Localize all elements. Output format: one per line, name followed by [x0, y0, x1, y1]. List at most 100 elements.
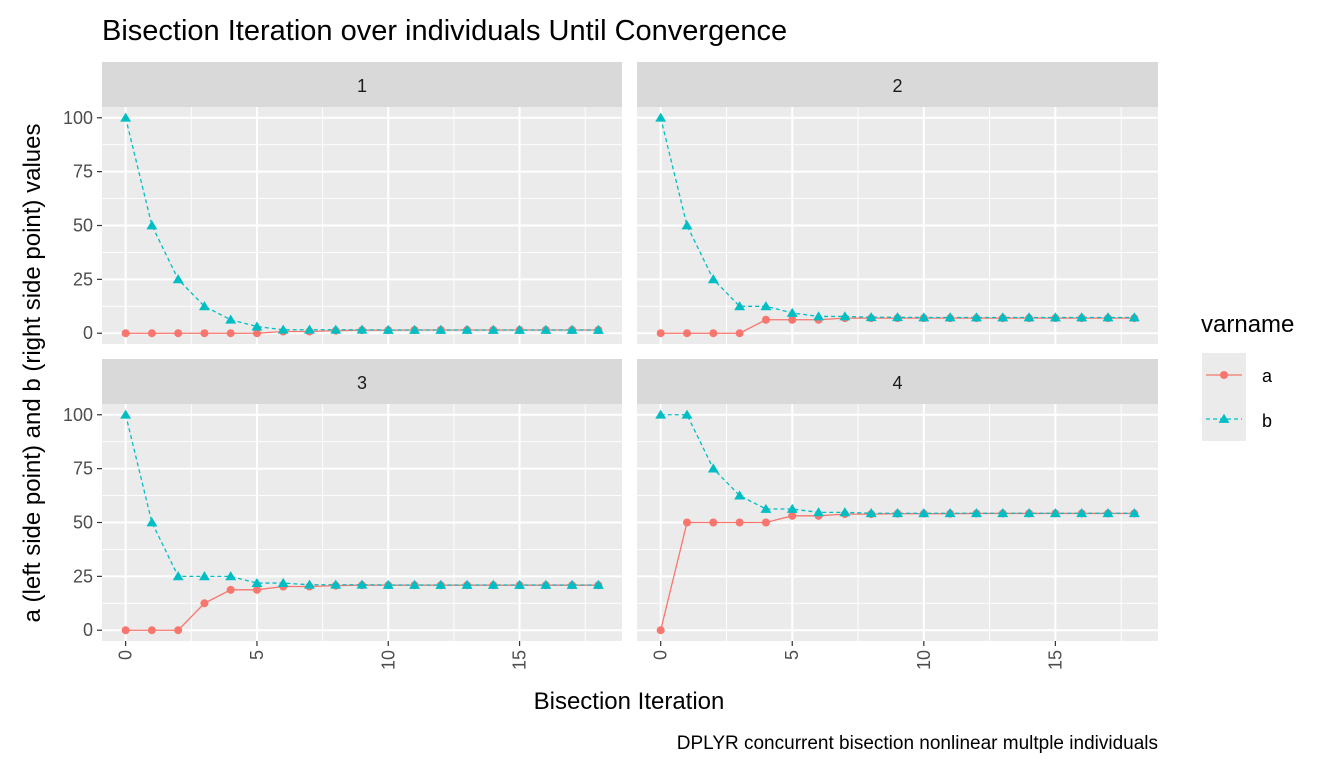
x-tick-label: 5 [782, 650, 802, 660]
data-point-b [1102, 508, 1114, 518]
data-point-b [277, 577, 289, 587]
data-point-b [435, 324, 447, 334]
data-point-b [120, 112, 132, 122]
data-point-b [172, 274, 184, 284]
data-point-b [918, 508, 930, 518]
data-point-b [892, 508, 903, 518]
data-point-b [461, 324, 473, 334]
data-point-a [147, 329, 156, 338]
x-tick-label: 10 [378, 650, 398, 670]
data-point-b [1102, 312, 1114, 322]
legend-marker-a [1220, 371, 1228, 379]
data-point-b [1023, 312, 1035, 322]
data-point-b [1049, 508, 1061, 518]
data-point-b [681, 409, 693, 419]
data-point-a [200, 599, 209, 608]
data-point-a [709, 518, 718, 527]
legend: varname a b [1201, 311, 1294, 441]
data-point-b [225, 314, 237, 324]
data-point-a [252, 329, 261, 338]
data-point-b [120, 409, 132, 419]
data-point-b [409, 579, 420, 589]
facet-strip [637, 359, 1158, 404]
facet-strip-label: 1 [357, 76, 367, 96]
data-point-b [655, 409, 667, 419]
y-tick-label: 0 [83, 323, 93, 343]
data-point-a [174, 329, 183, 338]
x-tick-label: 5 [247, 650, 267, 660]
data-point-b [918, 312, 930, 322]
x-tick-label: 0 [116, 650, 136, 660]
x-tick-label: 10 [914, 650, 934, 670]
facet-panel-1: 1 0 25 50 75 100 [63, 62, 622, 344]
facet-strip-label: 2 [892, 76, 902, 96]
data-point-a [735, 329, 744, 338]
data-point-a [788, 511, 797, 520]
data-point-b [707, 274, 719, 284]
data-point-b [461, 579, 473, 589]
data-point-b [1049, 312, 1061, 322]
y-tick-label: 0 [83, 620, 93, 640]
data-point-b [409, 324, 420, 334]
data-point-b [813, 311, 825, 321]
y-tick-label: 50 [73, 513, 93, 533]
data-point-b [251, 577, 263, 587]
facet-strip-label: 4 [892, 373, 902, 393]
facet-strip-label: 3 [357, 373, 367, 393]
facet-strip [102, 359, 622, 404]
data-point-a [735, 518, 744, 527]
data-point-a [121, 329, 130, 338]
data-point-a [226, 329, 235, 338]
data-point-b [786, 307, 798, 317]
data-point-b [1128, 312, 1140, 322]
series-b [655, 409, 1140, 518]
data-point-a [174, 626, 183, 635]
data-point-b [225, 571, 237, 581]
data-point-b [304, 324, 315, 334]
data-point-b [970, 508, 982, 518]
data-point-b [172, 571, 184, 581]
data-point-b [997, 312, 1009, 322]
data-point-a [788, 315, 797, 324]
facet-panel-4: 4 0 5 10 15 [637, 359, 1158, 670]
facet-strip [637, 62, 1158, 107]
series-b [120, 409, 604, 589]
x-tick-label: 15 [510, 650, 530, 670]
data-point-b [707, 463, 719, 473]
data-point-b [356, 579, 368, 589]
data-point-a [682, 518, 691, 527]
data-point-b [1076, 508, 1088, 518]
y-tick-label: 25 [73, 566, 93, 586]
data-point-b [198, 571, 210, 581]
data-point-a [656, 626, 665, 635]
x-tick-label: 15 [1045, 650, 1065, 670]
data-point-b [839, 311, 851, 321]
facet-panel-3: 3 0 25 50 75 100 0 5 10 15 [63, 359, 622, 670]
data-point-b [382, 324, 394, 334]
y-tick-label: 75 [73, 162, 93, 182]
data-point-a [761, 518, 770, 527]
data-point-b [382, 579, 394, 589]
data-point-a [656, 329, 665, 338]
data-point-b [356, 324, 368, 334]
data-point-b [251, 321, 263, 331]
facet-strip [102, 62, 622, 107]
data-point-b [865, 312, 877, 322]
y-tick-label: 25 [73, 269, 93, 289]
data-point-b [1076, 312, 1088, 322]
series-b [120, 112, 604, 334]
data-point-b [514, 579, 526, 589]
data-point-b [540, 324, 552, 334]
legend-title: varname [1201, 311, 1294, 338]
legend-marker-b [1218, 413, 1230, 423]
data-point-a [682, 329, 691, 338]
y-tick-label: 100 [63, 405, 93, 425]
data-point-b [760, 503, 772, 513]
chart-title: Bisection Iteration over individuals Unt… [102, 15, 787, 47]
legend-label-b: b [1262, 411, 1272, 431]
data-point-b [734, 490, 746, 500]
data-point-b [592, 324, 604, 334]
chart-caption: DPLYR concurrent bisection nonlinear mul… [677, 733, 1158, 754]
